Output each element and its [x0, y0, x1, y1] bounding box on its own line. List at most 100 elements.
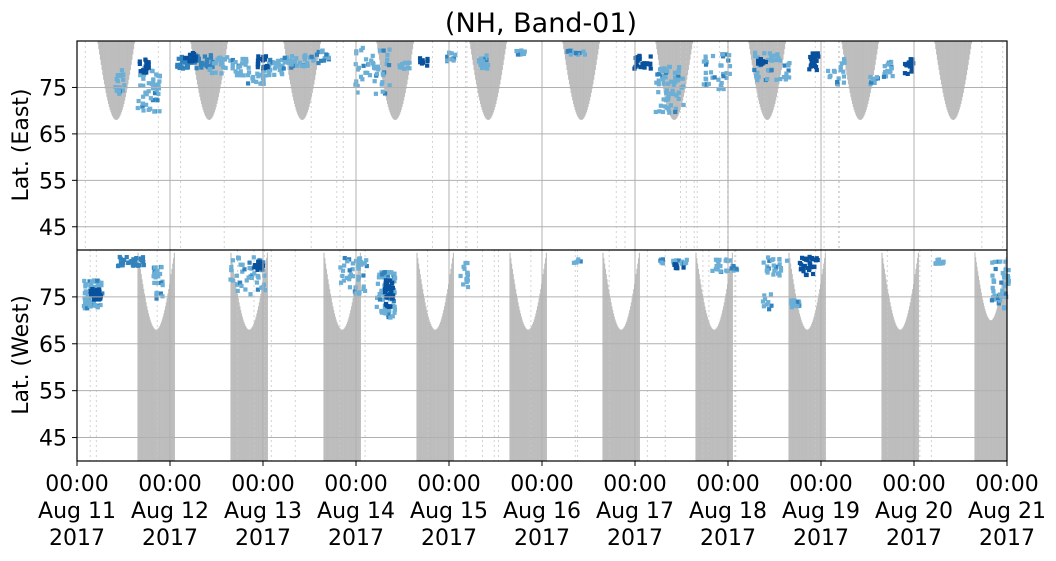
daylight-strip-bottom: [434, 329, 436, 461]
echo-cell-bottom: [461, 282, 466, 287]
echo-cell-bottom: [95, 285, 100, 290]
daylight-strip-bottom: [822, 268, 824, 461]
echo-cell-top: [767, 51, 772, 56]
daylight-strip-bottom: [731, 258, 733, 461]
echo-cell-bottom: [390, 280, 395, 285]
echo-cell-top: [144, 92, 149, 97]
echo-cell-top: [138, 69, 143, 74]
daylight-strip-top: [107, 41, 109, 101]
daylight-strip-bottom: [536, 306, 539, 461]
daylight-strip-bottom: [344, 327, 346, 461]
daylight-strip-bottom: [164, 306, 167, 461]
echo-cell-top: [451, 58, 456, 63]
daylight-strip-bottom: [802, 324, 804, 461]
daylight-strip-bottom: [898, 329, 900, 461]
echo-cell-top: [294, 63, 299, 68]
x-tick-label: Aug 20: [875, 499, 953, 524]
daylight-strip-top: [204, 41, 206, 115]
daylight-strip-top: [864, 41, 867, 113]
echo-cell-top: [263, 54, 269, 59]
echo-cell-top: [182, 60, 188, 65]
echo-cell-top: [762, 51, 767, 56]
echo-cell-bottom: [771, 257, 776, 262]
daylight-strip-bottom: [697, 268, 699, 461]
daylight-strip-top: [298, 41, 300, 117]
echo-cell-bottom: [571, 260, 577, 265]
echo-cell-bottom: [465, 278, 470, 283]
echo-cell-top: [775, 52, 780, 57]
daylight-strip-top: [656, 41, 658, 50]
echo-cell-top: [326, 55, 331, 61]
echo-cell-top: [667, 64, 672, 70]
echo-cell-top: [676, 96, 681, 102]
daylight-strip-top: [958, 41, 960, 110]
echo-cell-top: [881, 74, 887, 79]
daylight-strip-bottom: [631, 298, 633, 461]
daylight-strip-top: [681, 41, 683, 104]
echo-cell-top: [769, 54, 774, 60]
daylight-strip-bottom: [233, 274, 235, 461]
echo-cell-top: [379, 82, 384, 87]
echo-cell-top: [294, 56, 299, 61]
echo-cell-top: [724, 71, 729, 76]
echo-cell-top: [356, 65, 361, 70]
echo-cell-bottom: [247, 265, 252, 271]
echo-cell-top: [673, 106, 679, 111]
daylight-strip-top: [124, 41, 127, 97]
echo-cell-top: [380, 89, 385, 94]
daylight-strip-top: [584, 41, 586, 117]
echo-cell-top: [418, 60, 423, 65]
echo-cell-top: [701, 59, 706, 64]
echo-cell-bottom: [135, 262, 140, 268]
echo-cell-bottom: [83, 289, 88, 294]
daylight-strip-top: [968, 41, 970, 60]
daylight-strip-bottom: [528, 329, 530, 461]
daylight-strip-bottom: [997, 306, 999, 461]
daylight-strip-top: [853, 41, 855, 110]
echo-cell-top: [386, 62, 392, 68]
daylight-strip-bottom: [544, 263, 546, 461]
echo-cell-bottom: [255, 273, 261, 279]
x-tick-label: 00:00: [696, 472, 759, 497]
daylight-strip-top: [771, 41, 774, 113]
daylight-strip-bottom: [248, 329, 250, 461]
echo-cell-top: [910, 57, 915, 62]
daylight-strip-bottom: [138, 258, 140, 461]
echo-cell-top: [305, 63, 310, 68]
daylight-strip-top: [213, 41, 215, 115]
echo-cell-top: [234, 73, 240, 78]
daylight-strip-bottom: [711, 328, 713, 461]
echo-cell-top: [515, 52, 521, 57]
x-tick-label: 00:00: [417, 472, 480, 497]
daylight-strip-top: [970, 41, 972, 44]
daylight-strip-bottom: [340, 329, 342, 461]
daylight-strip-bottom: [632, 293, 634, 461]
daylight-strip-bottom: [974, 252, 976, 461]
daylight-strip-top: [497, 41, 499, 93]
daylight-strip-top: [400, 41, 402, 110]
daylight-strip-bottom: [429, 321, 431, 461]
echo-cell-bottom: [795, 299, 800, 305]
echo-cell-bottom: [152, 268, 157, 273]
daylight-strip-top: [211, 41, 213, 118]
echo-cell-top: [370, 53, 375, 58]
daylight-strip-top: [667, 41, 669, 110]
echo-cell-bottom: [383, 287, 388, 293]
daylight-strip-bottom: [538, 298, 540, 461]
echo-cell-bottom: [1002, 284, 1007, 289]
echo-cell-bottom: [784, 258, 790, 263]
echo-cell-bottom: [356, 277, 361, 282]
daylight-strip-top: [855, 41, 857, 115]
daylight-strip-bottom: [425, 306, 427, 461]
daylight-strip-bottom: [526, 329, 528, 461]
echo-cell-top: [634, 60, 639, 65]
echo-cell-bottom: [120, 263, 125, 268]
daylight-strip-top: [851, 41, 853, 101]
daylight-strip-bottom: [447, 289, 449, 461]
daylight-strip-bottom: [523, 324, 525, 461]
daylight-strip-top: [860, 41, 862, 120]
daylight-strip-bottom: [522, 321, 524, 461]
daylight-strip-top: [858, 41, 860, 120]
daylight-strip-bottom: [617, 327, 619, 461]
echo-cell-top: [648, 66, 653, 71]
